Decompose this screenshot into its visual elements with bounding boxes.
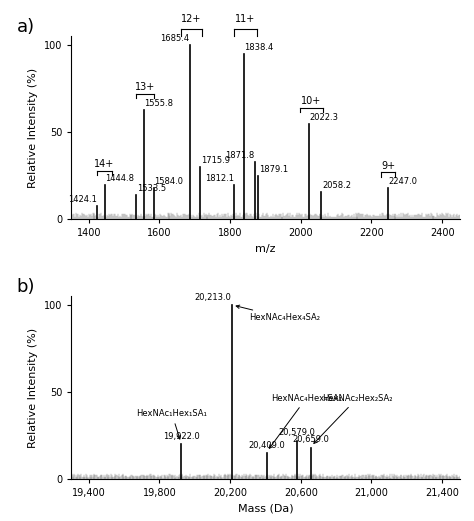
Text: 20,659.0: 20,659.0	[293, 436, 329, 444]
Text: 9+: 9+	[382, 160, 395, 171]
Text: 19,922.0: 19,922.0	[163, 432, 200, 441]
Text: 1533.5: 1533.5	[137, 184, 166, 193]
Text: 2022.3: 2022.3	[310, 113, 338, 122]
Text: HexNAc₂Hex₂SA₂: HexNAc₂Hex₂SA₂	[314, 394, 392, 443]
Text: 11+: 11+	[236, 14, 255, 23]
Text: a): a)	[17, 18, 35, 36]
Text: 20,579.0: 20,579.0	[279, 428, 316, 438]
Text: 10+: 10+	[301, 96, 321, 106]
Text: 1424.1: 1424.1	[68, 195, 97, 204]
Text: 1715.9: 1715.9	[201, 156, 230, 166]
X-axis label: m/z: m/z	[255, 244, 276, 254]
Text: 1555.8: 1555.8	[145, 99, 173, 108]
X-axis label: Mass (Da): Mass (Da)	[237, 504, 293, 514]
Text: 20,213.0: 20,213.0	[195, 293, 231, 302]
Text: 1879.1: 1879.1	[259, 165, 288, 174]
Text: 13+: 13+	[135, 82, 155, 92]
Text: 1871.8: 1871.8	[226, 151, 255, 160]
Text: HexNAc₁Hex₁SA₁: HexNAc₁Hex₁SA₁	[137, 410, 207, 439]
Y-axis label: Relative Intensity (%): Relative Intensity (%)	[28, 68, 38, 188]
Text: 1444.8: 1444.8	[105, 174, 134, 183]
Text: 1584.0: 1584.0	[155, 177, 183, 187]
Text: b): b)	[17, 278, 35, 296]
Text: 12+: 12+	[181, 14, 201, 23]
Y-axis label: Relative Intensity (%): Relative Intensity (%)	[28, 328, 38, 448]
Text: 2247.0: 2247.0	[389, 177, 418, 187]
Text: HexNAc₄Hex₄SA₂: HexNAc₄Hex₄SA₂	[236, 305, 320, 322]
Text: 14+: 14+	[94, 159, 115, 169]
Text: HexNAc₄Hex₄SA₁: HexNAc₄Hex₄SA₁	[269, 394, 342, 449]
Text: 1685.4: 1685.4	[160, 34, 189, 43]
Text: 1838.4: 1838.4	[245, 43, 273, 52]
Text: 1812.1: 1812.1	[205, 174, 234, 183]
Text: 20,409.0: 20,409.0	[249, 441, 285, 450]
Text: 2058.2: 2058.2	[322, 181, 351, 190]
